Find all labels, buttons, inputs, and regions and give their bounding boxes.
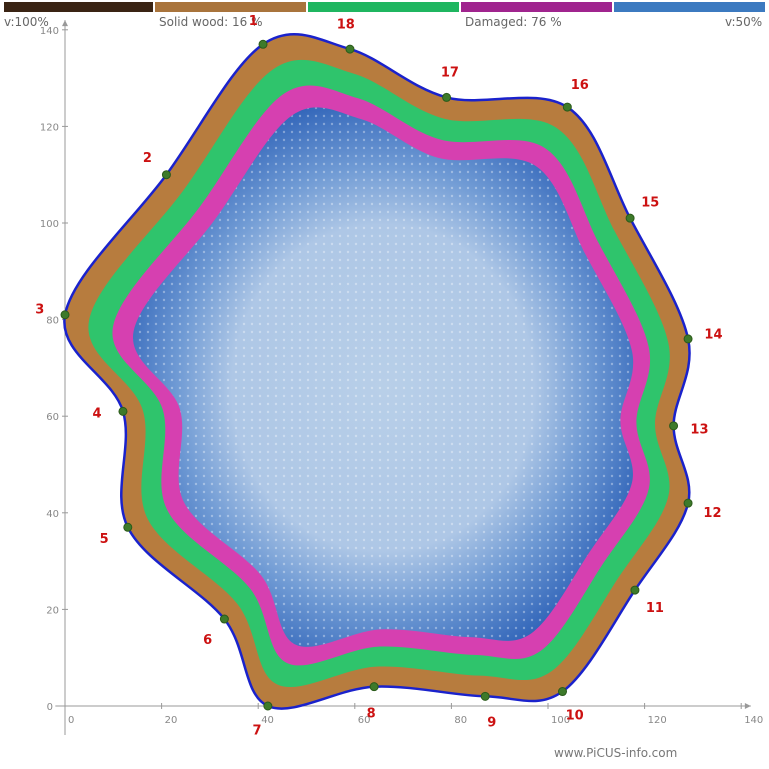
- sensor-point: [562, 102, 572, 112]
- sensor-label: 5: [100, 532, 109, 547]
- sensor-label: 14: [704, 327, 722, 342]
- legend-segment-green: [308, 2, 459, 12]
- y-tick-label: 40: [46, 509, 59, 520]
- y-tick-label: 80: [46, 316, 59, 327]
- x-tick-label: 120: [648, 715, 667, 726]
- sensor-label: 9: [487, 715, 496, 730]
- legend-segment-blue: [614, 2, 765, 12]
- x-tick-label: 100: [551, 715, 570, 726]
- sensor-point: [118, 406, 128, 416]
- tomogram-layers: [63, 33, 691, 710]
- sensor-label: 11: [646, 601, 664, 616]
- x-tick-label: 0: [68, 715, 74, 726]
- y-tick-label: 60: [46, 412, 59, 423]
- legend-segment-brown: [155, 2, 306, 12]
- legend-segment-dark: [4, 2, 153, 12]
- x-tick-label: 20: [165, 715, 178, 726]
- x-tick-label: 80: [454, 715, 467, 726]
- y-tick-label: 100: [40, 219, 59, 230]
- watermark: www.PiCUS-info.com: [554, 746, 678, 760]
- sensor-label: 7: [253, 724, 262, 739]
- axes: 0 20 40 60 80 100 120 140 20 40 60 80 100 120 140 0: [40, 20, 763, 735]
- sensor-point: [123, 522, 133, 532]
- legend-damaged-label: Damaged: 76 %: [465, 15, 562, 29]
- sensor-point: [219, 614, 229, 624]
- sensor-point: [630, 585, 640, 595]
- sensor-point: [625, 213, 635, 223]
- x-tick-label: 60: [358, 715, 371, 726]
- sensor-label: 4: [92, 406, 101, 421]
- legend-segment-purple: [461, 2, 612, 12]
- sensor-point: [480, 691, 490, 701]
- y-axis-arrow: [62, 20, 68, 27]
- x-axis-arrow: [744, 703, 751, 709]
- sensor-point: [345, 44, 355, 54]
- sensor-point: [258, 39, 268, 49]
- sensor-label: 1: [249, 14, 258, 29]
- sensor-label: 17: [441, 66, 459, 81]
- sensor-label: 13: [690, 422, 708, 437]
- layer-texture: [132, 107, 634, 647]
- sensor-label: 6: [203, 633, 212, 648]
- sensor-label: 10: [566, 708, 584, 723]
- sensor-point: [669, 421, 679, 431]
- sensor-label: 15: [641, 196, 659, 211]
- sensor-label: 12: [703, 506, 721, 521]
- sensor-point: [683, 334, 693, 344]
- sensor-points: 1 18 17 16 15 14 13 12 11 10 9 8 7 6 5 4 3 2: [35, 14, 722, 738]
- sensor-label: 16: [571, 78, 589, 93]
- y-tick-label: 0: [47, 702, 53, 713]
- sensor-point: [683, 498, 693, 508]
- sensor-label: 3: [35, 302, 44, 317]
- sensor-point: [161, 170, 171, 180]
- sensor-point: [442, 92, 452, 102]
- sensor-label: 18: [337, 17, 355, 32]
- y-tick-label: 140: [40, 26, 59, 37]
- color-legend-bar: [0, 0, 769, 14]
- sensor-point: [263, 701, 273, 711]
- y-tick-label: 120: [40, 122, 59, 133]
- legend-left-label: v:100%: [4, 15, 49, 29]
- sensor-label: 2: [143, 151, 152, 166]
- sensor-point: [60, 310, 70, 320]
- y-tick-label: 20: [46, 605, 59, 616]
- sensor-point: [557, 687, 567, 697]
- legend-solid-label: Solid wood: 16 %: [159, 15, 263, 29]
- x-tick-label: 140: [744, 715, 763, 726]
- sensor-point: [369, 682, 379, 692]
- sensor-label: 8: [367, 707, 376, 722]
- x-tick-label: 40: [261, 715, 274, 726]
- legend-right-label: v:50%: [725, 15, 763, 29]
